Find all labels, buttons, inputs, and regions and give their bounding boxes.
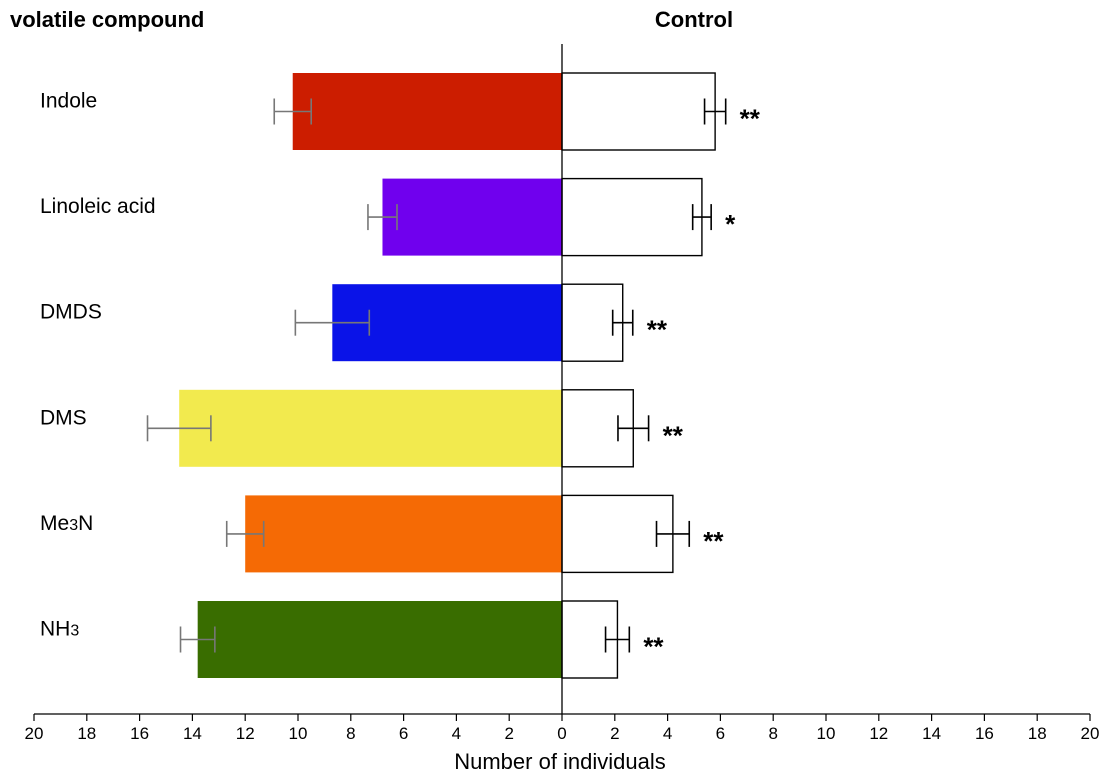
x-tick-label: 10 xyxy=(817,724,836,743)
x-tick-label: 8 xyxy=(768,724,777,743)
treatment-bar xyxy=(179,389,562,467)
x-tick-label: 20 xyxy=(25,724,44,743)
treatment-error-bar xyxy=(294,309,371,336)
treatment-error-bar xyxy=(146,415,212,442)
treatment-bar xyxy=(292,73,562,150)
category-label: Me3N xyxy=(40,512,93,535)
category-label: Indole xyxy=(40,90,97,113)
x-tick-label: 12 xyxy=(236,724,255,743)
control-error-bar xyxy=(655,520,691,547)
control-error-bar xyxy=(617,415,650,442)
x-tick-label: 16 xyxy=(975,724,994,743)
x-tick-label: 4 xyxy=(663,724,672,743)
control-bar xyxy=(561,494,674,574)
x-tick-label: 10 xyxy=(289,724,308,743)
x-tick-label: 6 xyxy=(716,724,725,743)
x-tick-label: 14 xyxy=(183,724,202,743)
x-tick-label: 4 xyxy=(452,724,461,743)
x-tick-label: 16 xyxy=(130,724,149,743)
category-label: Linoleic acid xyxy=(40,195,156,218)
x-tick-label: 12 xyxy=(869,724,888,743)
bars-group: Indole ** Linoleic acid * DMDS ** DMS ** Me3N ** N… xyxy=(40,72,761,679)
x-tick-label: 18 xyxy=(77,724,96,743)
control-error-bar xyxy=(604,626,631,653)
x-tick-label: 2 xyxy=(610,724,619,743)
treatment-bar xyxy=(197,601,562,678)
left-header: volatile compound xyxy=(10,7,204,32)
x-tick-label: 8 xyxy=(346,724,355,743)
treatment-error-bar xyxy=(225,520,265,547)
x-tick-label: 0 xyxy=(557,724,566,743)
x-tick-label: 2 xyxy=(504,724,513,743)
x-tick-label: 20 xyxy=(1081,724,1100,743)
significance-marker: ** xyxy=(643,632,664,662)
treatment-error-bar xyxy=(179,626,216,653)
x-axis-label: Number of individuals xyxy=(454,749,666,774)
control-error-bar xyxy=(611,309,634,336)
treatment-error-bar xyxy=(273,98,313,125)
control-bar xyxy=(561,72,716,151)
control-error-bar xyxy=(691,204,712,231)
control-bar xyxy=(561,177,703,257)
category-label: NH3 xyxy=(40,618,79,641)
category-label: DMDS xyxy=(40,301,102,324)
treatment-bar xyxy=(245,495,562,573)
significance-marker: * xyxy=(725,209,736,239)
x-tick-label: 6 xyxy=(399,724,408,743)
treatment-bar xyxy=(332,284,562,362)
category-label: DMS xyxy=(40,406,87,429)
significance-marker: ** xyxy=(703,526,724,556)
right-header: Control xyxy=(655,7,733,32)
significance-marker: ** xyxy=(663,420,684,450)
x-tick-label: 18 xyxy=(1028,724,1047,743)
significance-marker: ** xyxy=(647,315,668,345)
control-error-bar xyxy=(703,98,727,125)
significance-marker: ** xyxy=(740,104,761,134)
x-axis: 20 18 16 14 12 10 8 6 4 2 0 2 4 6 8 10 12 14 16 18 20 xyxy=(25,44,1100,743)
x-tick-label: 14 xyxy=(922,724,941,743)
treatment-error-bar xyxy=(367,204,398,231)
treatment-bar xyxy=(382,178,562,256)
